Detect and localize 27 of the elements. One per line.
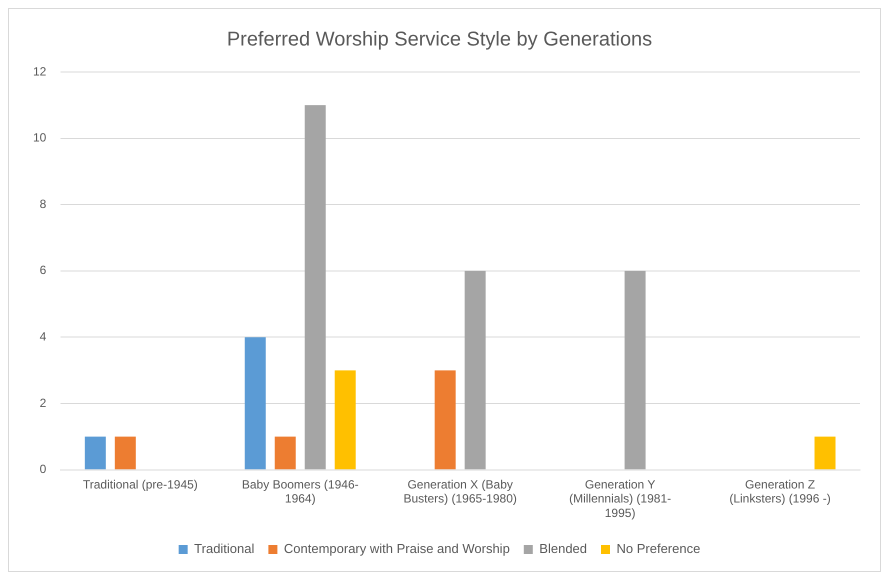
y-tick-label: 6 xyxy=(40,263,47,278)
y-tick-label: 4 xyxy=(40,330,47,344)
bar xyxy=(114,436,136,470)
bar xyxy=(304,105,326,470)
bar xyxy=(84,436,106,470)
y-tick-label: 10 xyxy=(32,130,47,145)
bar xyxy=(274,436,296,470)
legend-label: Traditional xyxy=(194,541,254,556)
y-tick-label: 12 xyxy=(32,64,47,78)
x-tick-label: Traditional (pre-1945) xyxy=(82,477,198,492)
bar xyxy=(624,270,646,470)
bar xyxy=(434,370,456,470)
bar xyxy=(464,270,486,470)
x-tick-label: Baby Boomers (1946-1964) xyxy=(242,477,359,506)
legend-label: Blended xyxy=(539,541,588,556)
x-tick-label: Generation Y (Millennials) (1981-1995) xyxy=(569,477,672,520)
y-tick-label: 0 xyxy=(40,462,47,476)
x-tick-label: Generation Z (Linksters) (1996 -) xyxy=(729,477,831,506)
y-tick-label: 8 xyxy=(40,196,47,211)
bar xyxy=(244,337,266,470)
x-tick-label: Generation X (Baby Busters) (1965-1980) xyxy=(403,477,517,506)
chart-title: Preferred Worship Service Style by Generations xyxy=(226,28,652,51)
bar xyxy=(334,370,356,470)
legend-label: No Preference xyxy=(616,541,700,556)
bar xyxy=(814,436,836,470)
y-tick-label: 2 xyxy=(40,396,47,410)
legend-label: Contemporary with Praise and Worship xyxy=(284,541,510,556)
